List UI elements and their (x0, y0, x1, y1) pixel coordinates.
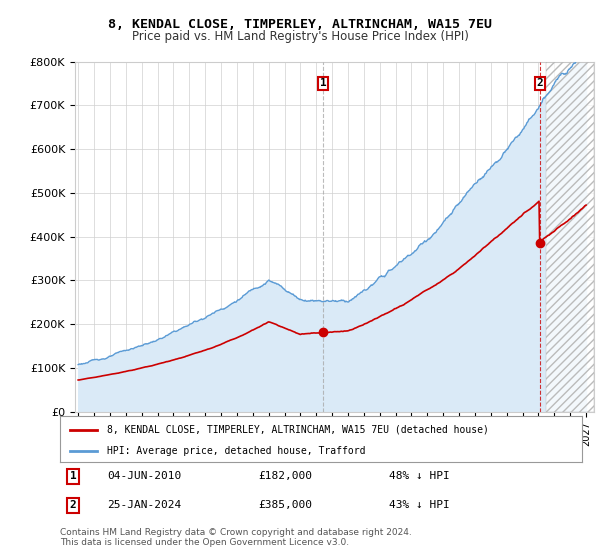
Text: 25-JAN-2024: 25-JAN-2024 (107, 501, 181, 511)
Text: 2: 2 (70, 501, 76, 511)
Text: 1: 1 (70, 472, 76, 482)
Text: 8, KENDAL CLOSE, TIMPERLEY, ALTRINCHAM, WA15 7EU: 8, KENDAL CLOSE, TIMPERLEY, ALTRINCHAM, … (108, 18, 492, 31)
Text: Contains HM Land Registry data © Crown copyright and database right 2024.
This d: Contains HM Land Registry data © Crown c… (60, 528, 412, 547)
Text: 48% ↓ HPI: 48% ↓ HPI (389, 472, 449, 482)
Text: 1: 1 (320, 78, 326, 88)
Text: 04-JUN-2010: 04-JUN-2010 (107, 472, 181, 482)
Text: Price paid vs. HM Land Registry's House Price Index (HPI): Price paid vs. HM Land Registry's House … (131, 30, 469, 43)
Text: 8, KENDAL CLOSE, TIMPERLEY, ALTRINCHAM, WA15 7EU (detached house): 8, KENDAL CLOSE, TIMPERLEY, ALTRINCHAM, … (107, 425, 489, 435)
Text: £385,000: £385,000 (259, 501, 313, 511)
Text: £182,000: £182,000 (259, 472, 313, 482)
Text: HPI: Average price, detached house, Trafford: HPI: Average price, detached house, Traf… (107, 446, 365, 455)
Text: 2: 2 (536, 78, 543, 88)
Text: 43% ↓ HPI: 43% ↓ HPI (389, 501, 449, 511)
